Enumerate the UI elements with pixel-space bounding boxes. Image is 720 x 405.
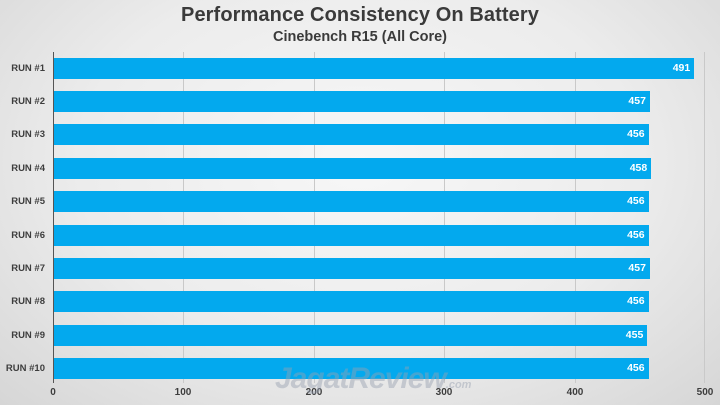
- gridline-300: [444, 52, 445, 383]
- bar-value-label: 456: [627, 195, 645, 208]
- bar: 458: [54, 157, 652, 179]
- bar-value-label: 456: [627, 362, 645, 375]
- gridline-500: [704, 52, 705, 383]
- watermark-brand: JagatReview: [275, 362, 447, 395]
- x-tick-label: 100: [174, 387, 192, 398]
- chart-subtitle: Cinebench R15 (All Core): [272, 29, 448, 45]
- bar: 455: [54, 324, 648, 346]
- category-label: RUN #5: [11, 196, 45, 208]
- x-tick-label: 300: [435, 387, 453, 398]
- category-label: RUN #8: [11, 296, 45, 308]
- watermark-logo: JagatReview.com: [275, 362, 471, 396]
- category-label: RUN #1: [11, 62, 45, 74]
- bar: 457: [54, 257, 650, 279]
- category-label: RUN #6: [11, 229, 45, 241]
- x-tick-label: 200: [305, 387, 323, 398]
- y-axis-line: [53, 52, 54, 383]
- category-label: RUN #10: [5, 363, 45, 375]
- x-tick-label: 0: [50, 387, 56, 398]
- bar: 456: [54, 224, 649, 246]
- category-label: RUN #4: [11, 162, 45, 174]
- watermark-suffix: .com: [445, 379, 472, 391]
- bar-value-label: 455: [625, 328, 644, 341]
- x-tick-label: 400: [566, 387, 584, 398]
- bar-value-label: 456: [627, 228, 645, 241]
- gridline-200: [314, 52, 315, 383]
- category-label: RUN #9: [11, 329, 45, 341]
- plot-area: 491 457 456 458 456 456 457 456 455 456: [53, 52, 705, 383]
- bar-value-label: 491: [672, 61, 691, 74]
- bar: 491: [54, 57, 695, 79]
- bar-value-label: 457: [628, 94, 646, 107]
- chart-title: Performance Consistency On Battery: [181, 4, 539, 26]
- x-tick-label: 500: [696, 387, 714, 398]
- gridline-100: [183, 52, 184, 383]
- category-label: RUN #2: [11, 95, 45, 107]
- gridline-400: [575, 52, 576, 383]
- bar: 456: [54, 124, 649, 146]
- bar: 457: [54, 90, 650, 112]
- bar: 456: [54, 358, 649, 380]
- bar-value-label: 457: [628, 261, 646, 274]
- bar: 456: [54, 291, 649, 313]
- bar-value-label: 458: [629, 161, 648, 174]
- category-label: RUN #7: [11, 262, 45, 274]
- bar-value-label: 456: [627, 295, 645, 308]
- category-label: RUN #3: [11, 129, 45, 141]
- bar-value-label: 456: [627, 128, 645, 141]
- bar: 456: [54, 191, 649, 213]
